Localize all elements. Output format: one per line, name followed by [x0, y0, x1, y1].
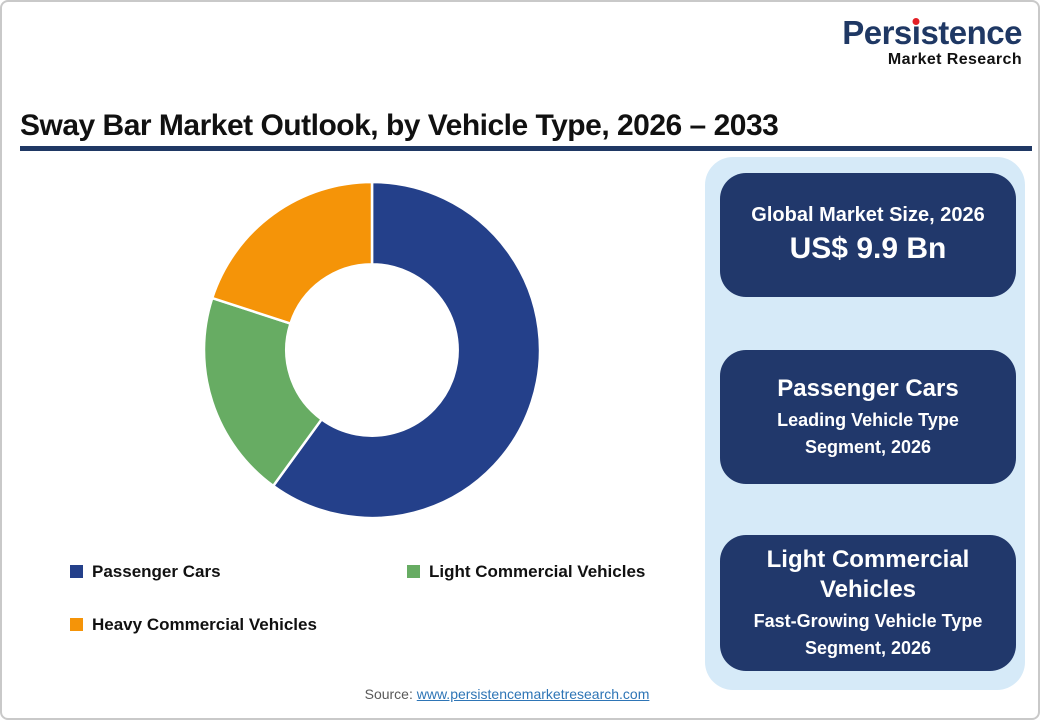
market-size-card: Global Market Size, 2026 US$ 9.9 Bn: [720, 173, 1016, 297]
fast-growing-segment-name: Light Commercial Vehicles: [766, 545, 970, 603]
page-title: Sway Bar Market Outlook, by Vehicle Type…: [20, 109, 779, 142]
market-size-value: US$ 9.9 Bn: [789, 232, 947, 266]
source-label: Source:: [364, 686, 413, 702]
donut-slice-passenger-cars: [271, 180, 542, 520]
highlights-panel: Global Market Size, 2026 US$ 9.9 Bn Pass…: [705, 157, 1025, 690]
brand-logo-wordmark: Persıstence: [842, 16, 1022, 49]
legend-swatch-passenger-cars: [70, 565, 83, 578]
leading-segment-card: Passenger Cars Leading Vehicle Type Segm…: [720, 350, 1016, 484]
donut-slice-light-commercial-vehicles: [202, 296, 324, 488]
title-underline-rule: [20, 146, 1032, 151]
source-line: Source: www.persistencemarketresearch.co…: [2, 686, 1012, 702]
legend-item-heavy-commercial-vehicles: Heavy Commercial Vehicles: [70, 615, 317, 634]
fast-growing-segment-description: Fast-Growing Vehicle Type Segment, 2026: [753, 610, 983, 658]
legend-item-passenger-cars: Passenger Cars: [70, 562, 221, 581]
legend-item-light-commercial-vehicles: Light Commercial Vehicles: [407, 562, 645, 581]
donut-chart-svg: [202, 180, 542, 520]
brand-logo: Persıstence Market Research: [842, 16, 1022, 68]
legend-label: Light Commercial Vehicles: [429, 562, 646, 581]
legend-label: Heavy Commercial Vehicles: [92, 615, 317, 634]
logo-text-post: stence: [920, 14, 1022, 51]
donut-slice-heavy-commercial-vehicles: [210, 180, 374, 326]
donut-chart: [192, 170, 552, 530]
leading-segment-description: Leading Vehicle Type Segment, 2026: [777, 409, 959, 457]
leading-segment-name: Passenger Cars: [777, 374, 959, 402]
logo-red-dot-i: ı: [911, 14, 921, 51]
fast-growing-segment-card: Light Commercial Vehicles Fast-Growing V…: [720, 535, 1016, 671]
legend-swatch-light-commercial-vehicles: [407, 565, 420, 578]
source-link[interactable]: www.persistencemarketresearch.com: [416, 686, 650, 702]
logo-text-pre: Pers: [842, 14, 912, 51]
legend-label: Passenger Cars: [92, 562, 221, 581]
market-size-label: Global Market Size, 2026: [751, 204, 985, 227]
legend-swatch-heavy-commercial-vehicles: [70, 618, 83, 631]
brand-logo-subtitle: Market Research: [887, 51, 1022, 68]
